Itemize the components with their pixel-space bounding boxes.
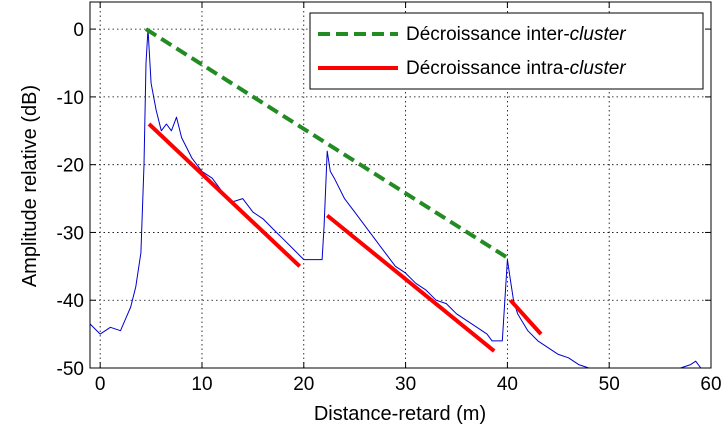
y-tick-label: -40 (57, 291, 84, 312)
legend-label-inter: Décroissance inter-cluster (406, 24, 626, 45)
x-tick-label: 0 (95, 374, 106, 395)
series-intra-1 (147, 122, 302, 268)
x-tick-label: 20 (293, 374, 314, 395)
y-tick-label: -50 (57, 359, 84, 380)
x-tick-label: 60 (700, 374, 721, 395)
x-tick-label: 10 (191, 374, 212, 395)
x-tick-label: 50 (599, 374, 620, 395)
y-tick-label: -20 (57, 156, 84, 177)
series-intra-2 (325, 213, 496, 353)
x-axis-label: Distance-retard (m) (314, 403, 486, 425)
series-intra-3 (508, 298, 543, 336)
y-axis: 0 -10 -20 -30 -40 -50 (57, 20, 711, 380)
legend: Décroissance inter-cluster Décroissance i… (309, 12, 704, 90)
legend-box (309, 12, 704, 90)
x-axis: 0 10 20 30 40 50 60 (95, 2, 722, 395)
y-axis-label: Amplitude relative (dB) (19, 85, 41, 287)
x-tick-label: 30 (395, 374, 416, 395)
x-tick-label: 40 (497, 374, 518, 395)
y-tick-label: -30 (57, 223, 84, 244)
plot-frame (89, 1, 712, 369)
y-tick-label: 0 (73, 20, 84, 41)
y-tick-label: -10 (57, 88, 84, 109)
legend-label-intra: Décroissance intra-cluster (406, 58, 626, 79)
